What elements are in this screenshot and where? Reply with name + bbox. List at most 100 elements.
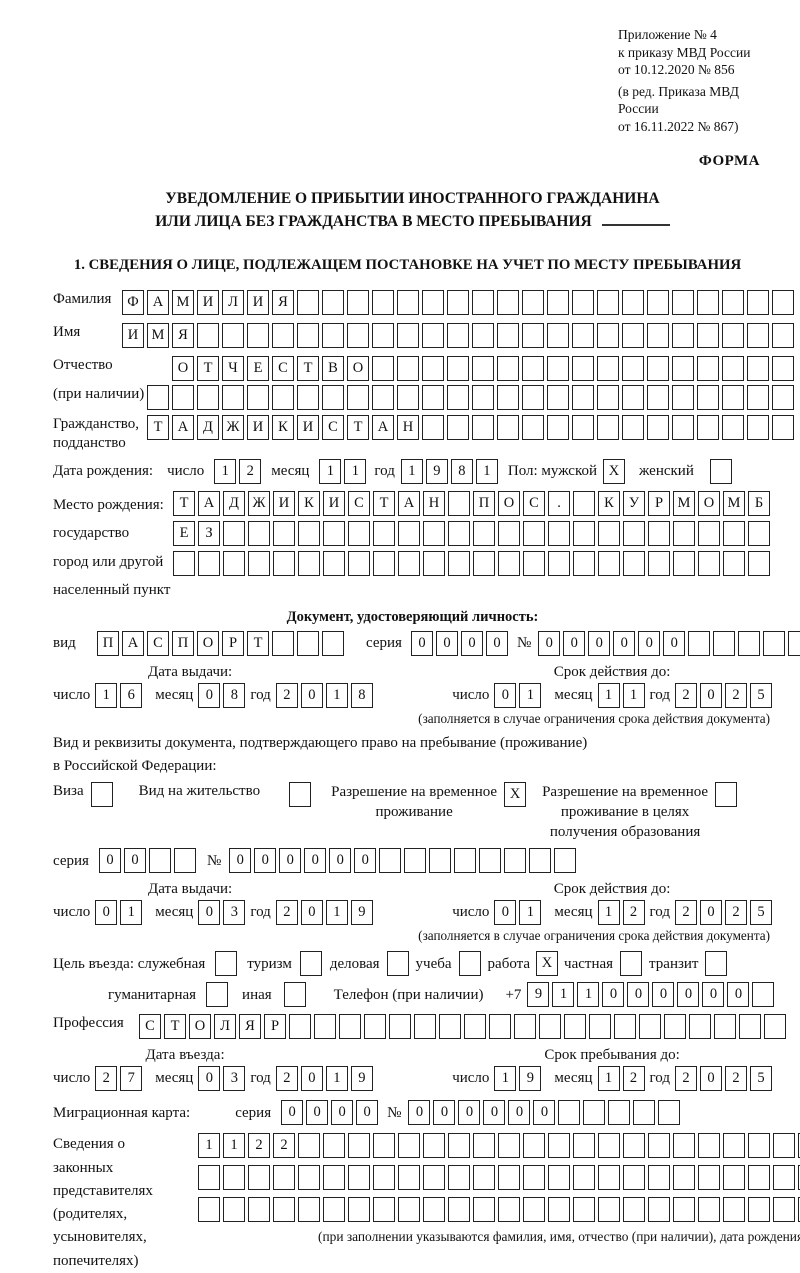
form-cell[interactable]: X <box>504 781 527 807</box>
form-cell[interactable] <box>373 1133 395 1159</box>
form-cell[interactable] <box>772 356 794 382</box>
form-cell[interactable] <box>473 520 495 546</box>
form-cell[interactable] <box>348 1165 370 1191</box>
form-cell[interactable] <box>573 1197 595 1223</box>
form-cell[interactable]: 9 <box>350 1066 373 1092</box>
form-cell[interactable]: 0 <box>123 848 146 874</box>
form-cell[interactable] <box>763 630 786 656</box>
form-cell[interactable]: 2 <box>248 1133 270 1159</box>
form-cell[interactable]: М <box>147 323 169 349</box>
form-cell[interactable]: 2 <box>675 900 697 926</box>
form-cell[interactable] <box>448 1197 470 1223</box>
form-cell[interactable]: . <box>548 490 570 516</box>
form-cell[interactable]: Ж <box>248 490 270 516</box>
form-cell[interactable] <box>772 290 794 316</box>
form-cell[interactable] <box>272 323 294 349</box>
form-cell[interactable]: С <box>348 490 370 516</box>
form-cell[interactable]: 2 <box>275 900 298 926</box>
form-cell[interactable] <box>322 385 344 411</box>
form-cell[interactable] <box>697 415 719 441</box>
form-cell[interactable] <box>747 323 769 349</box>
form-cell[interactable]: 0 <box>700 1066 722 1092</box>
form-cell[interactable] <box>639 1014 661 1040</box>
form-cell[interactable] <box>447 415 469 441</box>
form-cell[interactable]: Д <box>197 415 219 441</box>
form-cell[interactable] <box>672 356 694 382</box>
form-cell[interactable]: Т <box>347 415 369 441</box>
form-cell[interactable]: 1 <box>223 1133 245 1159</box>
form-cell[interactable] <box>472 385 494 411</box>
form-cell[interactable]: 0 <box>281 1100 304 1126</box>
form-cell[interactable] <box>608 1100 631 1126</box>
form-cell[interactable] <box>572 415 594 441</box>
form-cell[interactable]: И <box>297 415 319 441</box>
form-cell[interactable] <box>698 1197 720 1223</box>
form-cell[interactable] <box>523 550 545 576</box>
form-cell[interactable]: 5 <box>750 682 772 708</box>
form-cell[interactable] <box>747 415 769 441</box>
form-cell[interactable] <box>404 848 427 874</box>
form-cell[interactable] <box>764 1014 786 1040</box>
form-cell[interactable]: 0 <box>279 848 302 874</box>
form-cell[interactable] <box>773 1133 795 1159</box>
form-cell[interactable]: 0 <box>494 682 517 708</box>
form-cell[interactable] <box>489 1014 511 1040</box>
form-cell[interactable]: 0 <box>563 630 586 656</box>
form-cell[interactable]: С <box>322 415 344 441</box>
form-cell[interactable] <box>247 385 269 411</box>
form-cell[interactable]: 1 <box>120 900 143 926</box>
form-cell[interactable]: А <box>398 490 420 516</box>
form-cell[interactable] <box>673 1133 695 1159</box>
form-cell[interactable] <box>620 951 643 977</box>
form-cell[interactable]: 0 <box>700 682 722 708</box>
form-cell[interactable] <box>572 323 594 349</box>
form-cell[interactable] <box>748 520 770 546</box>
form-cell[interactable]: 0 <box>304 848 327 874</box>
form-cell[interactable] <box>473 550 495 576</box>
form-cell[interactable] <box>297 385 319 411</box>
form-cell[interactable] <box>322 290 344 316</box>
form-cell[interactable] <box>572 356 594 382</box>
form-cell[interactable]: 0 <box>613 630 636 656</box>
form-cell[interactable] <box>348 1133 370 1159</box>
form-cell[interactable]: О <box>189 1014 211 1040</box>
form-cell[interactable] <box>298 550 320 576</box>
form-cell[interactable] <box>473 1197 495 1223</box>
form-cell[interactable] <box>573 490 595 516</box>
form-cell[interactable] <box>497 385 519 411</box>
form-cell[interactable] <box>522 356 544 382</box>
form-cell[interactable]: С <box>523 490 545 516</box>
form-cell[interactable]: 0 <box>229 848 252 874</box>
form-cell[interactable] <box>498 550 520 576</box>
form-cell[interactable]: К <box>598 490 620 516</box>
form-cell[interactable]: 1 <box>552 982 575 1008</box>
form-cell[interactable]: И <box>197 290 219 316</box>
form-cell[interactable]: 0 <box>329 848 352 874</box>
form-cell[interactable] <box>622 323 644 349</box>
form-cell[interactable] <box>548 1165 570 1191</box>
form-cell[interactable] <box>752 982 775 1008</box>
form-cell[interactable] <box>248 1165 270 1191</box>
form-cell[interactable] <box>373 1165 395 1191</box>
form-cell[interactable] <box>547 290 569 316</box>
form-cell[interactable] <box>422 290 444 316</box>
form-cell[interactable]: И <box>247 415 269 441</box>
form-cell[interactable] <box>323 1165 345 1191</box>
form-cell[interactable] <box>548 1133 570 1159</box>
form-cell[interactable]: 9 <box>350 900 373 926</box>
form-cell[interactable] <box>299 951 322 977</box>
form-cell[interactable]: Б <box>748 490 770 516</box>
form-cell[interactable]: Р <box>648 490 670 516</box>
form-cell[interactable]: Т <box>147 415 169 441</box>
form-cell[interactable]: 6 <box>120 682 143 708</box>
form-cell[interactable]: 0 <box>677 982 700 1008</box>
form-cell[interactable] <box>447 356 469 382</box>
form-cell[interactable] <box>448 520 470 546</box>
form-cell[interactable]: 0 <box>410 630 433 656</box>
form-cell[interactable] <box>422 356 444 382</box>
form-cell[interactable]: 0 <box>638 630 661 656</box>
form-cell[interactable]: 3 <box>223 1066 246 1092</box>
form-cell[interactable] <box>472 415 494 441</box>
form-cell[interactable]: 0 <box>700 900 722 926</box>
form-cell[interactable]: 0 <box>494 900 517 926</box>
